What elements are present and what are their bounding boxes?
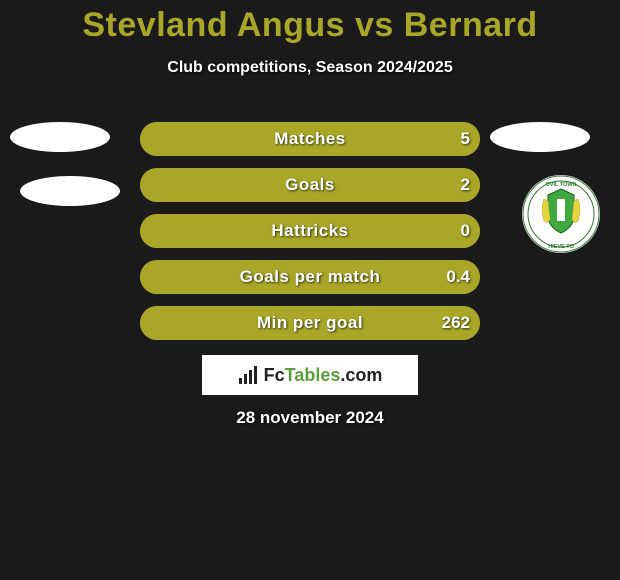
stat-rows: Matches5 Goals2 Hattricks0 Goals per match0… xyxy=(0,122,620,352)
logo-suffix: .com xyxy=(340,365,382,385)
stat-value-right: 262 xyxy=(140,306,470,340)
stat-value-right: 2 xyxy=(140,168,470,202)
stat-row: Goals per match0.4 xyxy=(0,260,620,294)
logo-text: FcTables.com xyxy=(264,365,383,386)
date-label: 28 november 2024 xyxy=(0,408,620,428)
stat-row: Matches5 xyxy=(0,122,620,156)
logo-brand-a: Fc xyxy=(264,365,285,385)
fctables-logo: FcTables.com xyxy=(202,355,418,395)
logo-brand-b: Tables xyxy=(285,365,341,385)
comparison-infographic: Stevland Angus vs Bernard Club competiti… xyxy=(0,0,620,580)
stat-row: Min per goal262 xyxy=(0,306,620,340)
subtitle: Club competitions, Season 2024/2025 xyxy=(0,59,620,77)
stat-value-right: 0 xyxy=(140,214,470,248)
stat-value-right: 0.4 xyxy=(140,260,470,294)
stat-value-right: 5 xyxy=(140,122,470,156)
page-title: Stevland Angus vs Bernard xyxy=(0,0,620,45)
stat-row: Hattricks0 xyxy=(0,214,620,248)
stat-row: Goals2 xyxy=(0,168,620,202)
bars-icon xyxy=(238,364,260,386)
